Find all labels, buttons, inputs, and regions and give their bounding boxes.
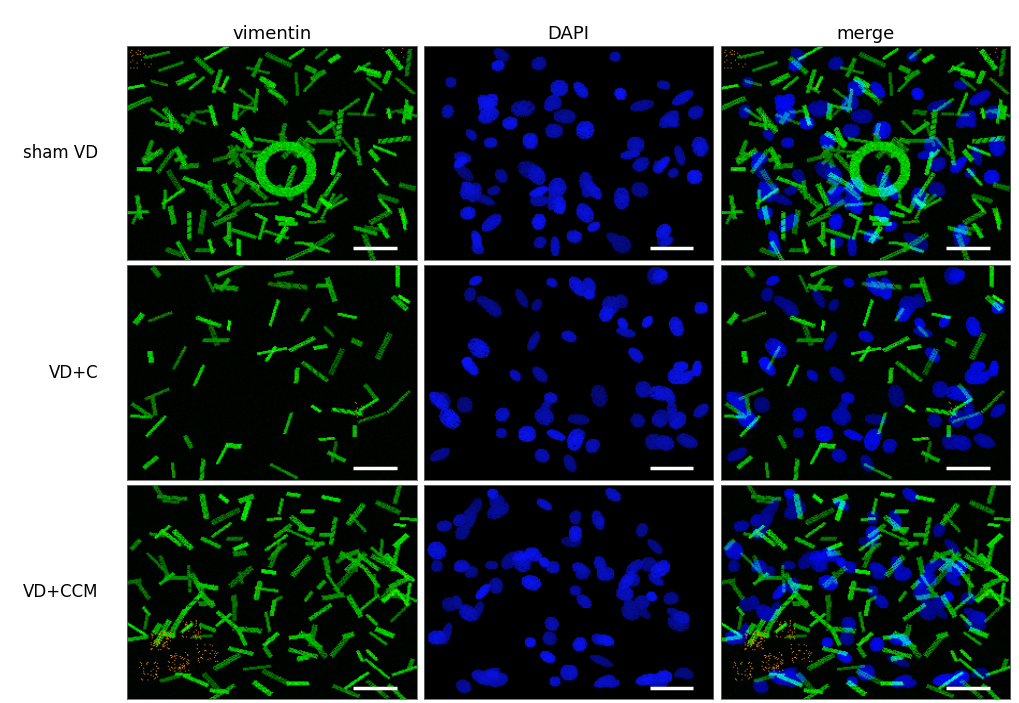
Text: VD+C: VD+C	[49, 363, 99, 382]
Title: vimentin: vimentin	[232, 25, 312, 43]
Text: sham VD: sham VD	[23, 144, 99, 162]
Text: VD+CCM: VD+CCM	[23, 583, 99, 601]
Title: merge: merge	[836, 25, 894, 43]
Title: DAPI: DAPI	[547, 25, 589, 43]
